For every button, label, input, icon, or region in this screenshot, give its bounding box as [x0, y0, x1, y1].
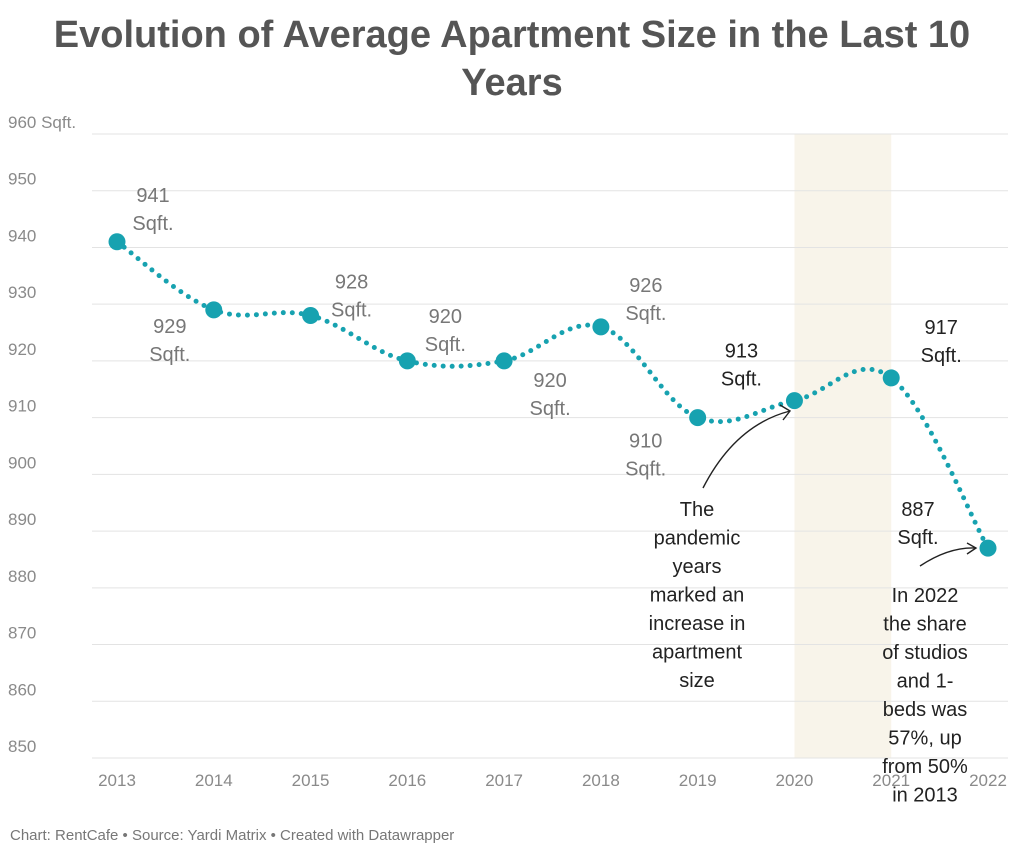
highlight-band: [794, 134, 892, 758]
data-label-2018: Sqft.: [625, 303, 666, 325]
y-tick-label: 920: [8, 340, 36, 359]
y-tick-label: 950: [8, 170, 36, 189]
y-tick-label: 900: [8, 453, 36, 472]
series-line: [114, 239, 991, 551]
points: [108, 233, 997, 557]
data-label-2015: 928: [335, 272, 368, 294]
x-tick-label: 2017: [485, 771, 523, 790]
annotation-1-line: The: [680, 499, 714, 521]
x-tick-label: 2016: [388, 771, 426, 790]
data-label-2015: Sqft.: [331, 300, 372, 322]
data-label-2021: Sqft.: [921, 345, 962, 367]
x-tick-label: 2020: [776, 771, 814, 790]
data-point-2017: [495, 352, 513, 370]
y-tick-label: 880: [8, 567, 36, 586]
y-tick-label: 940: [8, 226, 36, 245]
data-label-2014: 929: [153, 316, 186, 338]
annotation-2-line: of studios: [882, 642, 968, 664]
arrow-pandemic: [702, 410, 791, 489]
data-label-2014: Sqft.: [149, 344, 190, 366]
y-tick-label: 860: [8, 680, 36, 699]
dotted-series-path: [114, 239, 991, 551]
annotations: The pandemic years marked an increase in apar…: [649, 499, 968, 807]
annotation-2-line: 57%, up: [888, 728, 961, 750]
y-tick-label: 910: [8, 397, 36, 416]
data-point-2018: [592, 318, 610, 336]
x-tick-label: 2014: [195, 771, 233, 790]
highlight-rect: [794, 134, 892, 758]
footer: Chart: RentCafe • Source: Yardi Matrix •…: [10, 827, 454, 844]
data-label-2018: 926: [629, 275, 662, 297]
annotation-1-line: increase in: [649, 613, 746, 635]
annotation-2-line: in 2013: [892, 785, 958, 807]
data-label-2017: Sqft.: [530, 398, 571, 420]
data-label-2013: 941: [136, 185, 169, 207]
x-tick-label: 2022: [969, 771, 1007, 790]
data-point-2020: [785, 392, 803, 410]
grid: 850 860 870 880 890 900 910 920 930 940 950 960 Sqf…: [8, 113, 1008, 790]
data-label-2016: Sqft.: [425, 334, 466, 356]
annotation-2-line: In 2022: [892, 585, 959, 607]
data-point-2022: [979, 539, 997, 557]
data-point-2021: [882, 369, 900, 387]
data-label-2019: Sqft.: [625, 459, 666, 481]
x-tick-label: 2019: [679, 771, 717, 790]
data-point-2013: [108, 233, 126, 251]
data-label-2022: Sqft.: [897, 527, 938, 549]
x-tick-label: 2013: [98, 771, 136, 790]
arrowhead-pandemic: [779, 404, 792, 421]
data-label-2021: 917: [925, 317, 958, 339]
y-tick-label: 930: [8, 283, 36, 302]
annotation-arrows: [702, 404, 978, 567]
data-point-2015: [302, 307, 320, 325]
annotation-1-line: size: [679, 670, 715, 692]
annotation-2-line: from 50%: [882, 756, 968, 778]
y-tick-label: 960 Sqft.: [8, 113, 76, 132]
annotation-1-line: years: [673, 556, 722, 578]
data-label-2019: 910: [629, 431, 662, 453]
data-label-2016: 920: [429, 306, 462, 328]
arrow-2022: [919, 547, 977, 567]
data-label-2022: 887: [901, 499, 934, 521]
annotation-2-line: the share: [883, 614, 966, 636]
chart-title-line-2: Years: [461, 62, 562, 104]
annotation-2-line: and 1-: [897, 671, 954, 693]
y-tick-label: 890: [8, 510, 36, 529]
data-label-2020: 913: [725, 341, 758, 363]
annotation-1-line: pandemic: [654, 528, 741, 550]
data-labels: 941 Sqft. 929 Sqft. 928 Sqft. 920 Sqft. 920 Sqft.…: [132, 185, 961, 549]
x-tick-label: 2021: [872, 771, 910, 790]
x-tick-label: 2015: [292, 771, 330, 790]
annotation-1-line: marked an: [650, 585, 745, 607]
data-label-2017: 920: [533, 370, 566, 392]
data-label-2013: Sqft.: [132, 213, 173, 235]
data-point-2016: [398, 352, 416, 370]
chart-title-line-1: Evolution of Average Apartment Size in t…: [54, 14, 970, 56]
arrowhead-2022: [966, 542, 978, 555]
data-point-2014: [205, 301, 223, 319]
y-tick-label: 870: [8, 624, 36, 643]
x-tick-label: 2018: [582, 771, 620, 790]
annotation-1-line: apartment: [652, 642, 742, 664]
annotation-2-line: beds was: [883, 699, 968, 721]
data-point-2019: [689, 409, 707, 427]
data-label-2020: Sqft.: [721, 369, 762, 391]
y-tick-label: 850: [8, 737, 36, 756]
